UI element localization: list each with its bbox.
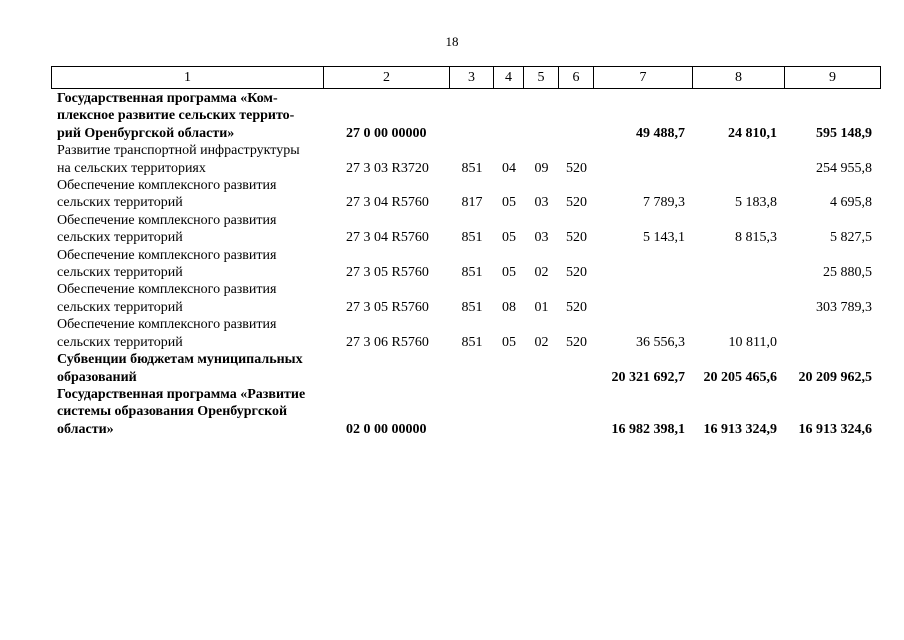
cell-amount-col7: 49 488,7 bbox=[636, 125, 685, 141]
table-row: Обеспечение комплексного развития сельск… bbox=[52, 177, 881, 212]
cell-target-code: 27 0 00 00000 bbox=[346, 125, 427, 141]
table-header-row: 1 2 3 4 5 6 7 8 9 bbox=[51, 66, 881, 89]
cell-col4: 05 bbox=[502, 334, 516, 350]
cell-name: Обеспечение комплексного развития сельск… bbox=[57, 317, 277, 350]
cell-amount-col8: 24 810,1 bbox=[728, 125, 777, 141]
cell-amount-col7: 16 982 398,1 bbox=[611, 421, 686, 437]
header-cell-5: 5 bbox=[524, 67, 559, 88]
cell-col6: 520 bbox=[566, 265, 587, 281]
cell-col6: 520 bbox=[566, 230, 587, 246]
cell-col4: 04 bbox=[502, 160, 516, 176]
table-body: Государственная программа «Ком- плексное… bbox=[52, 90, 881, 438]
table-row: Государственная программа «Развитие сист… bbox=[52, 386, 881, 438]
cell-col5: 03 bbox=[534, 195, 549, 211]
cell-col3: 851 bbox=[461, 265, 483, 281]
cell-amount-col9: 25 880,5 bbox=[823, 265, 872, 281]
cell-col6: 520 bbox=[566, 160, 587, 176]
header-cell-9: 9 bbox=[829, 70, 836, 85]
table-row: Государственная программа «Ком- плексное… bbox=[52, 90, 881, 142]
table-row: Субвенции бюджетам муниципальных образов… bbox=[52, 351, 881, 386]
cell-col3: 817 bbox=[461, 195, 483, 211]
cell-col4: 05 bbox=[502, 230, 516, 246]
cell-amount-col8: 20 205 465,6 bbox=[703, 369, 778, 385]
cell-amount-col8: 16 913 324,9 bbox=[703, 421, 778, 437]
cell-col5: 02 bbox=[534, 265, 549, 281]
header-cell-2: 2 bbox=[324, 67, 450, 88]
cell-col3: 851 bbox=[461, 230, 483, 246]
cell-target-code: 27 3 03 R3720 bbox=[346, 160, 429, 176]
header-cell-1: 1 bbox=[52, 67, 324, 88]
cell-col3: 851 bbox=[461, 334, 483, 350]
cell-amount-col8: 10 811,0 bbox=[728, 334, 777, 350]
cell-amount-col9: 4 695,8 bbox=[830, 195, 872, 211]
table-row: Обеспечение комплексного развития сельск… bbox=[52, 212, 881, 247]
cell-col5: 01 bbox=[534, 299, 549, 315]
cell-amount-col9: 5 827,5 bbox=[830, 230, 872, 246]
cell-amount-col7: 5 143,1 bbox=[643, 230, 685, 246]
cell-amount-col8: 8 815,3 bbox=[735, 230, 777, 246]
cell-col4: 08 bbox=[502, 299, 516, 315]
header-cell-6: 6 bbox=[559, 67, 594, 88]
cell-col4: 05 bbox=[502, 195, 516, 211]
cell-amount-col7: 7 789,3 bbox=[643, 195, 685, 211]
cell-name: Развитие транспортной инфраструктуры на … bbox=[57, 143, 300, 176]
cell-name: Государственная программа «Развитие сист… bbox=[57, 386, 306, 437]
cell-col5: 09 bbox=[534, 160, 549, 176]
cell-amount-col7: 20 321 692,7 bbox=[611, 369, 686, 385]
cell-col3: 851 bbox=[461, 299, 483, 315]
cell-col6: 520 bbox=[566, 195, 587, 211]
cell-amount-col7: 36 556,3 bbox=[636, 334, 685, 350]
cell-name: Государственная программа «Ком- плексное… bbox=[57, 91, 295, 141]
cell-target-code: 27 3 04 R5760 bbox=[346, 195, 429, 211]
cell-target-code: 27 3 05 R5760 bbox=[346, 299, 429, 315]
cell-name: Обеспечение комплексного развития сельск… bbox=[57, 212, 277, 246]
cell-col5: 03 bbox=[534, 230, 549, 246]
header-cell-3: 3 bbox=[450, 67, 494, 88]
page-number: 18 bbox=[445, 34, 459, 49]
cell-target-code: 02 0 00 00000 bbox=[346, 421, 427, 437]
header-cell-8: 8 bbox=[693, 67, 785, 88]
budget-table: 1 2 3 4 5 6 7 8 9 Государственная програ… bbox=[51, 66, 881, 438]
cell-amount-col9: 303 789,3 bbox=[816, 299, 872, 315]
cell-amount-col9: 20 209 962,5 bbox=[798, 369, 873, 385]
cell-amount-col9: 16 913 324,6 bbox=[798, 421, 873, 437]
cell-col6: 520 bbox=[566, 299, 587, 315]
cell-name: Обеспечение комплексного развития сельск… bbox=[57, 247, 277, 281]
table-row: Обеспечение комплексного развития сельск… bbox=[52, 316, 881, 351]
cell-target-code: 27 3 06 R5760 bbox=[346, 334, 429, 350]
cell-col4: 05 bbox=[502, 265, 516, 281]
cell-target-code: 27 3 04 R5760 bbox=[346, 230, 429, 246]
cell-col3: 851 bbox=[461, 160, 483, 176]
cell-col6: 520 bbox=[566, 334, 587, 350]
cell-target-code: 27 3 05 R5760 bbox=[346, 265, 429, 281]
cell-name: Обеспечение комплексного развития сельск… bbox=[57, 282, 277, 315]
header-cell-4: 4 bbox=[494, 67, 524, 88]
cell-amount-col8: 5 183,8 bbox=[735, 195, 777, 211]
cell-name: Обеспечение комплексного развития сельск… bbox=[57, 178, 277, 211]
table-row: Обеспечение комплексного развития сельск… bbox=[52, 247, 881, 282]
cell-amount-col9: 595 148,9 bbox=[816, 125, 872, 141]
cell-col5: 02 bbox=[534, 334, 549, 350]
header-cell-7: 7 bbox=[594, 67, 693, 88]
table-row: Развитие транспортной инфраструктуры на … bbox=[52, 142, 881, 177]
cell-amount-col9: 254 955,8 bbox=[816, 160, 872, 176]
table-row: Обеспечение комплексного развития сельск… bbox=[52, 281, 881, 316]
cell-name: Субвенции бюджетам муниципальных образов… bbox=[57, 352, 303, 385]
